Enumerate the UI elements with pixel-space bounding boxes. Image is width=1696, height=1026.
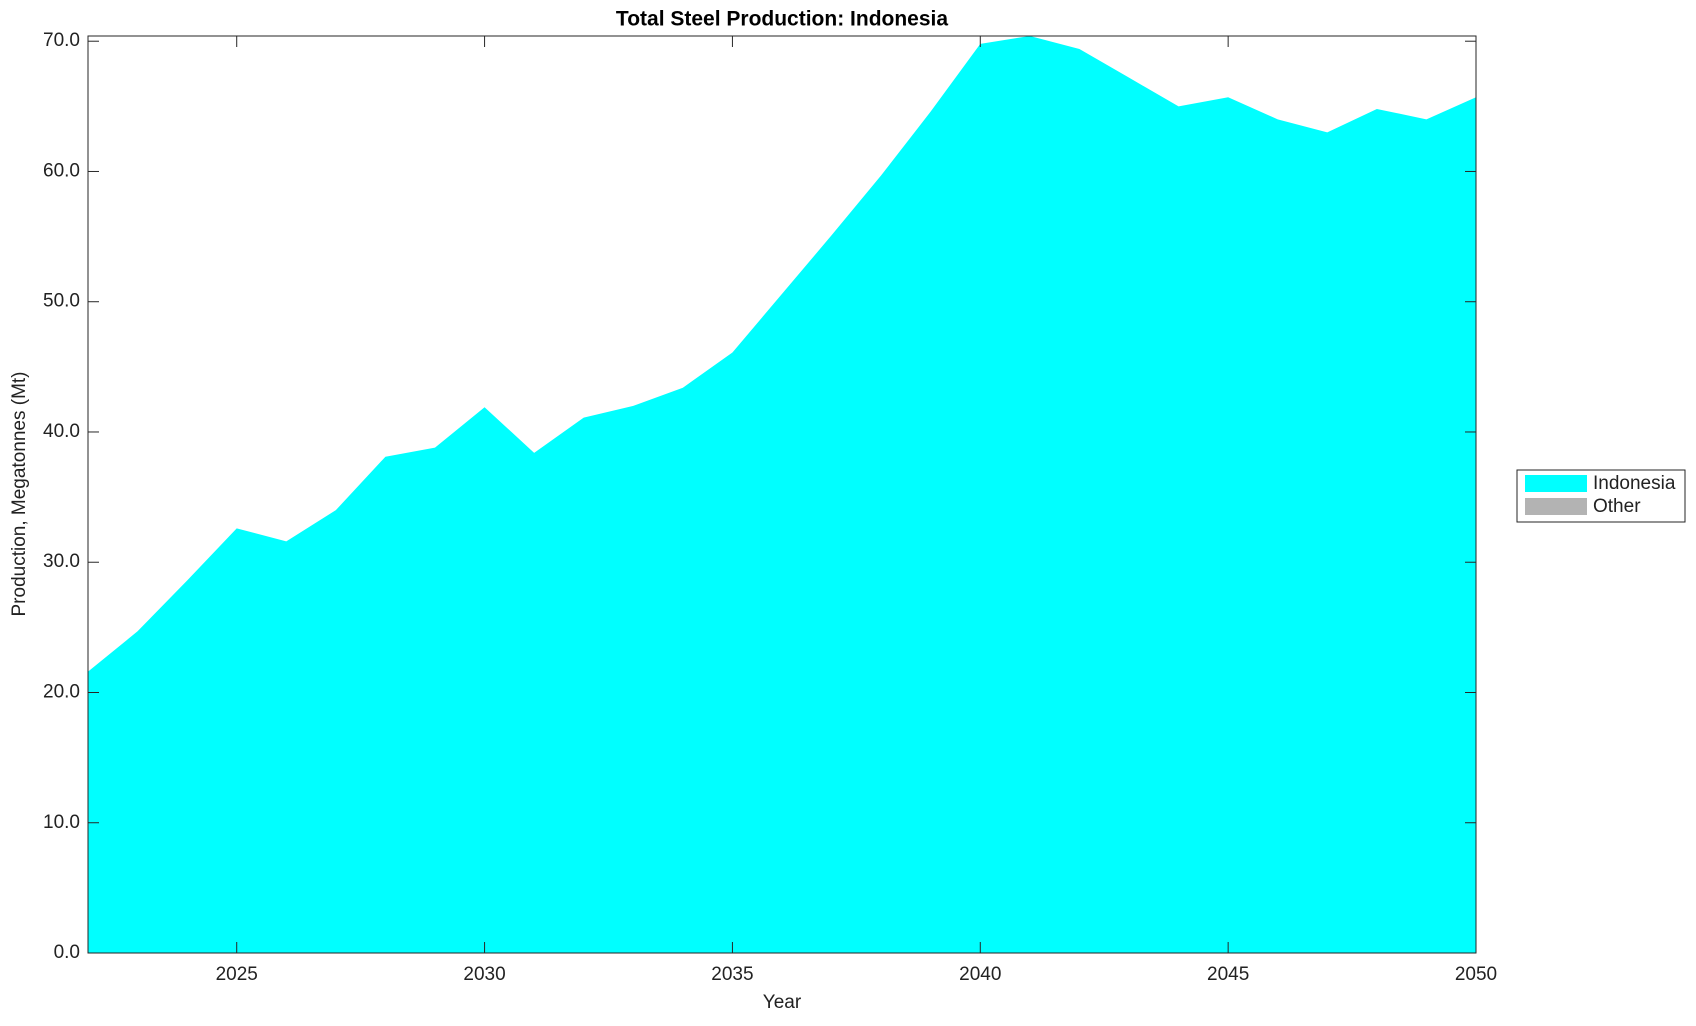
- legend-label: Indonesia: [1593, 473, 1676, 494]
- plot-frame: [87, 35, 1477, 954]
- x-axis-label: Year: [763, 992, 802, 1013]
- y-tick-label: 60.0: [43, 160, 80, 181]
- y-tick-label: 30.0: [43, 551, 80, 572]
- y-tick-label: 40.0: [43, 421, 80, 442]
- y-tick-label: 10.0: [43, 812, 80, 833]
- legend-label: Other: [1593, 496, 1641, 517]
- chart-title: Total Steel Production: Indonesia: [616, 8, 948, 31]
- y-axis-label: Production, Megatonnes (Mt): [9, 371, 30, 616]
- x-tick-label: 2035: [711, 964, 753, 985]
- x-tick-label: 2030: [463, 964, 505, 985]
- y-tick-label: 0.0: [54, 942, 80, 963]
- y-tick-label: 20.0: [43, 682, 80, 703]
- legend-swatch: [1525, 498, 1587, 515]
- x-tick-label: 2025: [216, 964, 258, 985]
- y-tick-label: 50.0: [43, 291, 80, 312]
- x-tick-label: 2040: [959, 964, 1001, 985]
- y-tick-label: 70.0: [43, 30, 80, 51]
- area: [88, 36, 1476, 953]
- x-tick-label: 2045: [1207, 964, 1249, 985]
- legend-swatch: [1525, 475, 1587, 492]
- x-tick-label: 2050: [1455, 964, 1497, 985]
